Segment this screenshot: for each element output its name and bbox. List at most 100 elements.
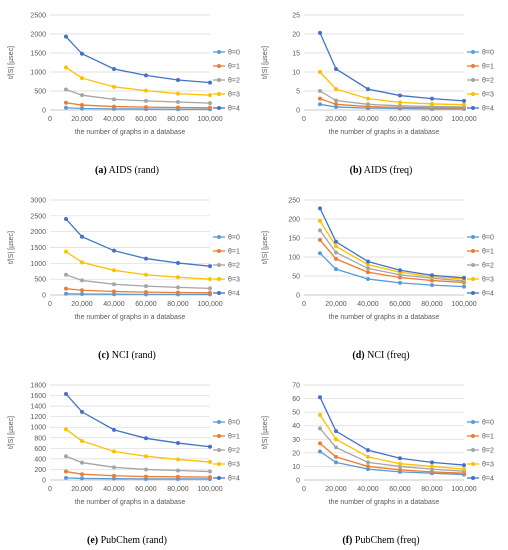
data-point — [366, 448, 370, 453]
legend-entry: θ=1 — [213, 64, 240, 71]
x-tick-label: 80,000 — [421, 116, 443, 123]
caption-text: NCI (freq) — [364, 350, 410, 361]
data-point — [64, 65, 68, 70]
legend-entry: θ=1 — [467, 64, 494, 71]
data-point — [334, 98, 338, 103]
legend-swatch-marker — [217, 434, 221, 438]
data-point — [366, 96, 370, 101]
y-tick-label: 40 — [292, 423, 300, 430]
data-point — [334, 429, 338, 434]
series-line — [65, 251, 211, 280]
y-tick-label: 50 — [292, 410, 300, 417]
series-line — [65, 477, 210, 480]
data-point — [334, 87, 338, 92]
legend-entry: θ=0 — [213, 420, 240, 427]
series-line — [65, 393, 211, 448]
x-axis-title: the number of graphs in a database — [75, 314, 186, 321]
legend-swatch-marker — [471, 448, 475, 452]
data-point — [318, 449, 322, 454]
legend-swatch-marker — [471, 64, 475, 68]
data-point — [462, 98, 466, 103]
data-point — [112, 427, 116, 432]
chart-svg-c: 0 500 1000 1500 2000 2500 3000 0 20,000 40,000 60,… — [8, 198, 240, 322]
data-point — [318, 89, 322, 93]
data-point — [80, 51, 84, 56]
data-point — [112, 476, 116, 481]
data-point — [144, 88, 148, 93]
x-tick-label: 20,000 — [325, 116, 347, 123]
data-point — [176, 77, 180, 82]
data-point — [430, 96, 434, 101]
data-point — [208, 444, 212, 449]
data-point — [80, 476, 84, 481]
x-axis-title: the number of graphs in a database — [75, 129, 186, 136]
data-point — [144, 73, 148, 78]
data-point — [366, 102, 370, 107]
y-tick-label: 2500 — [30, 13, 46, 20]
x-tick-label: 60,000 — [389, 486, 411, 493]
data-point — [64, 475, 68, 480]
chart-caption: (d) NCI (freq) — [254, 350, 508, 361]
y-tick-label: 60 — [292, 396, 300, 403]
x-tick-label: 100,000 — [451, 116, 476, 123]
legend-entry: θ=3 — [467, 277, 494, 284]
legend-entry: θ=3 — [213, 92, 240, 99]
data-point — [366, 270, 370, 275]
x-tick-label: 0 — [48, 301, 52, 308]
data-point — [318, 228, 322, 233]
legend-swatch-marker — [471, 263, 475, 267]
data-point — [208, 475, 212, 480]
data-point — [80, 472, 84, 477]
data-point — [334, 244, 338, 249]
legend-swatch-marker — [217, 420, 221, 424]
legend-swatch-marker — [217, 64, 221, 68]
caption-letter: (b) — [349, 165, 362, 176]
legend-swatch-marker — [217, 462, 221, 466]
legend-label: θ=1 — [228, 64, 240, 71]
y-tick-label: 50 — [292, 274, 300, 281]
data-point — [144, 454, 148, 459]
legend-swatch-marker — [471, 92, 475, 96]
legend-swatch-marker — [471, 249, 475, 253]
data-point — [64, 87, 68, 92]
legend-swatch-marker — [217, 448, 221, 452]
data-point — [80, 460, 84, 465]
data-point — [318, 412, 322, 417]
legend-label: θ=0 — [482, 420, 494, 427]
series-line — [319, 252, 465, 288]
data-point — [144, 284, 148, 289]
legend-swatch-marker — [217, 50, 221, 54]
data-point — [318, 251, 322, 256]
data-point — [318, 30, 322, 35]
legend-entry: θ=2 — [213, 448, 240, 455]
legend-entry: θ=2 — [213, 78, 240, 85]
chart-panel-b: 0 5 10 15 20 25 0 20,000 40,000 60,000 80,000 100,0… — [254, 0, 508, 180]
y-tick-label: 1400 — [30, 404, 46, 411]
legend-label: θ=3 — [228, 277, 240, 284]
data-point — [318, 237, 322, 242]
data-point — [176, 468, 180, 473]
data-point — [80, 93, 84, 98]
y-axis-title: t/|S| [µsec] — [8, 416, 15, 449]
legend-swatch-marker — [217, 277, 221, 281]
series-line — [65, 274, 211, 289]
data-point — [366, 454, 370, 459]
y-axis-title: t/|S| [µsec] — [262, 46, 269, 79]
data-point — [64, 249, 68, 254]
y-tick-label: 15 — [292, 51, 300, 58]
x-tick-label: 100,000 — [197, 486, 222, 493]
legend-label: θ=2 — [482, 78, 494, 85]
legend-swatch-marker — [471, 50, 475, 54]
data-point — [144, 98, 148, 103]
chart-svg-a: 0 500 1000 1500 2000 2500 0 20,000 40,000 60,000 8… — [8, 13, 240, 137]
y-axis-title: t/|S| [µsec] — [262, 231, 269, 264]
series-line — [319, 208, 465, 279]
x-tick-label: 80,000 — [167, 301, 189, 308]
legend-entry: θ=4 — [213, 291, 240, 298]
legend-swatch-marker — [217, 263, 221, 267]
data-point — [334, 437, 338, 442]
legend-label: θ=2 — [482, 448, 494, 455]
legend-label: θ=1 — [228, 434, 240, 441]
data-point — [462, 102, 466, 107]
caption-letter: (c) — [98, 350, 110, 361]
